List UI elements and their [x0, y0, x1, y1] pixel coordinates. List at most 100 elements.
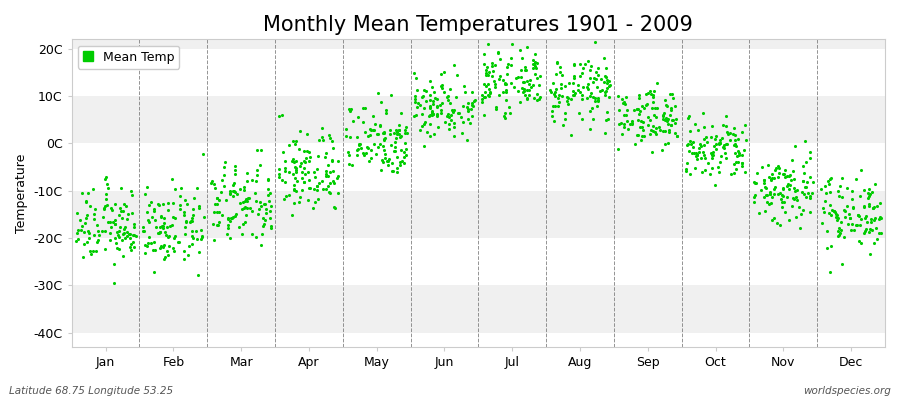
- Point: [572, 110, 586, 116]
- Point: [423, 103, 437, 109]
- Point: [325, 158, 339, 164]
- Point: [397, 149, 411, 156]
- Point: [707, 182, 722, 188]
- Point: [137, 228, 151, 234]
- Point: [641, 114, 655, 120]
- Point: [862, 251, 877, 257]
- Point: [184, 241, 199, 247]
- Point: [575, 92, 590, 98]
- Point: [500, 89, 514, 96]
- Point: [96, 205, 111, 212]
- Point: [182, 243, 196, 250]
- Point: [117, 201, 131, 208]
- Point: [656, 113, 670, 119]
- Point: [398, 140, 412, 147]
- Point: [272, 174, 286, 180]
- Point: [548, 92, 562, 99]
- Point: [88, 206, 103, 212]
- Point: [833, 226, 848, 233]
- Point: [498, 80, 512, 87]
- Point: [352, 140, 366, 147]
- Point: [152, 224, 166, 230]
- Point: [566, 88, 580, 94]
- Point: [144, 199, 158, 205]
- Point: [290, 177, 304, 184]
- Point: [582, 75, 597, 81]
- Point: [328, 204, 342, 211]
- Point: [342, 106, 356, 112]
- Point: [757, 194, 771, 200]
- Point: [860, 226, 874, 232]
- Point: [286, 171, 301, 178]
- Point: [322, 188, 337, 195]
- Point: [397, 160, 411, 166]
- Point: [497, 113, 511, 120]
- Point: [390, 130, 404, 137]
- Point: [153, 229, 167, 236]
- Point: [646, 92, 661, 98]
- Point: [339, 133, 354, 140]
- Point: [555, 72, 570, 78]
- Point: [376, 130, 391, 136]
- Point: [159, 232, 174, 238]
- Point: [228, 166, 242, 173]
- Point: [619, 107, 634, 113]
- Point: [288, 141, 302, 148]
- Point: [761, 174, 776, 180]
- Point: [803, 195, 817, 201]
- Point: [683, 128, 698, 135]
- Point: [240, 194, 255, 201]
- Point: [697, 142, 711, 148]
- Point: [832, 232, 846, 238]
- Point: [586, 93, 600, 100]
- Point: [818, 189, 832, 196]
- Point: [739, 136, 753, 143]
- Point: [754, 164, 769, 170]
- Point: [562, 80, 577, 86]
- Point: [442, 125, 456, 132]
- Point: [315, 178, 329, 184]
- Point: [686, 139, 700, 145]
- Point: [580, 94, 595, 101]
- Point: [369, 151, 383, 157]
- Point: [768, 184, 782, 190]
- Point: [442, 114, 456, 121]
- Point: [230, 190, 244, 197]
- Point: [477, 112, 491, 118]
- Point: [86, 248, 100, 254]
- Point: [104, 224, 119, 230]
- Point: [422, 113, 436, 120]
- Point: [80, 228, 94, 234]
- Point: [307, 174, 321, 181]
- Point: [156, 201, 170, 207]
- Point: [112, 232, 126, 239]
- Point: [339, 126, 354, 132]
- Point: [657, 110, 671, 117]
- Point: [636, 132, 651, 139]
- Point: [117, 226, 131, 232]
- Point: [868, 215, 882, 222]
- Point: [764, 170, 778, 177]
- Point: [786, 168, 800, 174]
- Point: [226, 192, 240, 199]
- Point: [194, 226, 208, 233]
- Point: [526, 57, 541, 64]
- Point: [693, 141, 707, 147]
- Point: [765, 216, 779, 223]
- Point: [832, 225, 846, 231]
- Point: [861, 203, 876, 209]
- Point: [440, 94, 454, 100]
- Point: [590, 84, 605, 90]
- Point: [177, 209, 192, 216]
- Point: [519, 44, 534, 50]
- Point: [558, 110, 572, 117]
- Point: [731, 159, 745, 165]
- Point: [139, 242, 153, 248]
- Point: [382, 155, 396, 162]
- Point: [697, 149, 711, 155]
- Point: [683, 171, 698, 178]
- Point: [229, 163, 243, 170]
- Point: [410, 87, 424, 94]
- Point: [446, 108, 461, 114]
- Point: [436, 82, 450, 88]
